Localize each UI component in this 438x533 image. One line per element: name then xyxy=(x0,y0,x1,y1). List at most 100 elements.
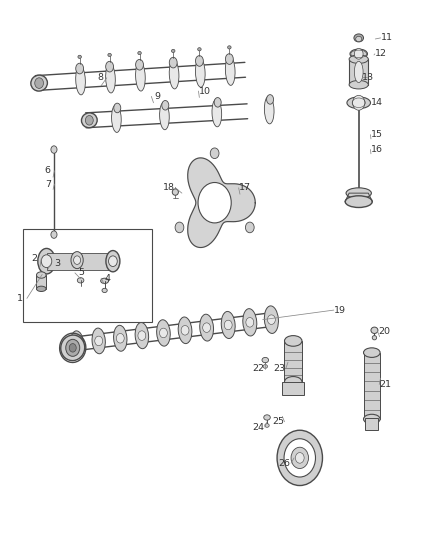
Circle shape xyxy=(95,336,102,346)
Ellipse shape xyxy=(136,62,145,91)
Ellipse shape xyxy=(265,424,269,427)
Text: 21: 21 xyxy=(380,380,392,389)
Ellipse shape xyxy=(138,52,141,55)
Text: 24: 24 xyxy=(252,423,264,432)
Text: 9: 9 xyxy=(155,92,161,101)
Circle shape xyxy=(203,323,211,333)
Ellipse shape xyxy=(106,64,115,93)
Ellipse shape xyxy=(106,251,120,272)
Ellipse shape xyxy=(162,101,169,110)
Text: 11: 11 xyxy=(381,34,393,43)
Ellipse shape xyxy=(346,188,371,198)
Ellipse shape xyxy=(372,336,377,340)
Ellipse shape xyxy=(113,325,127,351)
Ellipse shape xyxy=(243,309,257,336)
Ellipse shape xyxy=(349,55,368,63)
Ellipse shape xyxy=(76,63,84,74)
Text: 4: 4 xyxy=(105,273,111,282)
Text: 1: 1 xyxy=(18,294,23,303)
Text: 3: 3 xyxy=(54,260,60,268)
Bar xyxy=(285,341,302,382)
Ellipse shape xyxy=(36,286,46,292)
Text: 22: 22 xyxy=(252,364,264,373)
Ellipse shape xyxy=(172,189,178,195)
Ellipse shape xyxy=(265,96,274,124)
Ellipse shape xyxy=(61,335,85,361)
Ellipse shape xyxy=(112,105,121,132)
Circle shape xyxy=(51,231,57,238)
Ellipse shape xyxy=(195,55,203,66)
Text: 5: 5 xyxy=(78,269,85,277)
Text: 14: 14 xyxy=(371,98,383,107)
Ellipse shape xyxy=(267,95,274,104)
Ellipse shape xyxy=(171,50,175,53)
Ellipse shape xyxy=(228,46,231,49)
Polygon shape xyxy=(345,193,372,201)
Circle shape xyxy=(159,328,167,338)
Circle shape xyxy=(210,148,219,159)
Ellipse shape xyxy=(214,98,221,107)
Circle shape xyxy=(295,453,304,463)
Circle shape xyxy=(51,146,57,154)
Circle shape xyxy=(354,49,363,59)
Circle shape xyxy=(181,326,189,335)
Ellipse shape xyxy=(200,314,214,341)
Text: 23: 23 xyxy=(273,364,285,373)
Ellipse shape xyxy=(101,278,109,284)
Text: 17: 17 xyxy=(239,183,251,192)
Ellipse shape xyxy=(81,113,97,128)
Bar xyxy=(349,59,368,85)
Ellipse shape xyxy=(226,54,233,64)
Text: 15: 15 xyxy=(371,130,383,139)
Bar xyxy=(364,353,380,419)
Ellipse shape xyxy=(135,322,148,349)
Circle shape xyxy=(73,339,81,349)
Ellipse shape xyxy=(108,53,111,56)
Ellipse shape xyxy=(136,60,144,70)
Ellipse shape xyxy=(71,331,84,356)
Text: 6: 6 xyxy=(45,166,51,175)
Ellipse shape xyxy=(157,320,170,346)
Ellipse shape xyxy=(221,311,235,338)
Ellipse shape xyxy=(212,99,222,127)
Polygon shape xyxy=(188,158,255,247)
Ellipse shape xyxy=(264,415,270,420)
Ellipse shape xyxy=(38,248,55,274)
Ellipse shape xyxy=(285,376,302,387)
Circle shape xyxy=(268,315,276,325)
Ellipse shape xyxy=(364,348,380,358)
Ellipse shape xyxy=(114,103,121,113)
Text: 12: 12 xyxy=(375,50,388,58)
Ellipse shape xyxy=(159,102,169,130)
Ellipse shape xyxy=(354,34,364,42)
Ellipse shape xyxy=(198,47,201,51)
Bar xyxy=(46,253,114,270)
Circle shape xyxy=(353,95,365,110)
Circle shape xyxy=(85,116,93,125)
Circle shape xyxy=(74,256,81,264)
Text: 10: 10 xyxy=(199,86,211,95)
Circle shape xyxy=(198,182,231,223)
Ellipse shape xyxy=(371,327,378,334)
Text: 25: 25 xyxy=(272,417,284,426)
Ellipse shape xyxy=(263,365,268,368)
Ellipse shape xyxy=(226,56,235,85)
Circle shape xyxy=(284,439,315,477)
Circle shape xyxy=(175,222,184,233)
Circle shape xyxy=(41,255,52,268)
Ellipse shape xyxy=(350,49,367,59)
Circle shape xyxy=(224,320,232,330)
Ellipse shape xyxy=(345,196,372,207)
Text: 19: 19 xyxy=(334,305,346,314)
Circle shape xyxy=(69,344,76,352)
Text: 18: 18 xyxy=(163,183,175,192)
Ellipse shape xyxy=(347,97,371,109)
Ellipse shape xyxy=(36,272,46,278)
Ellipse shape xyxy=(349,80,368,89)
Circle shape xyxy=(138,331,146,341)
Bar xyxy=(283,382,304,395)
Ellipse shape xyxy=(356,36,362,42)
Ellipse shape xyxy=(31,75,47,91)
Circle shape xyxy=(277,430,322,486)
Ellipse shape xyxy=(195,58,205,87)
